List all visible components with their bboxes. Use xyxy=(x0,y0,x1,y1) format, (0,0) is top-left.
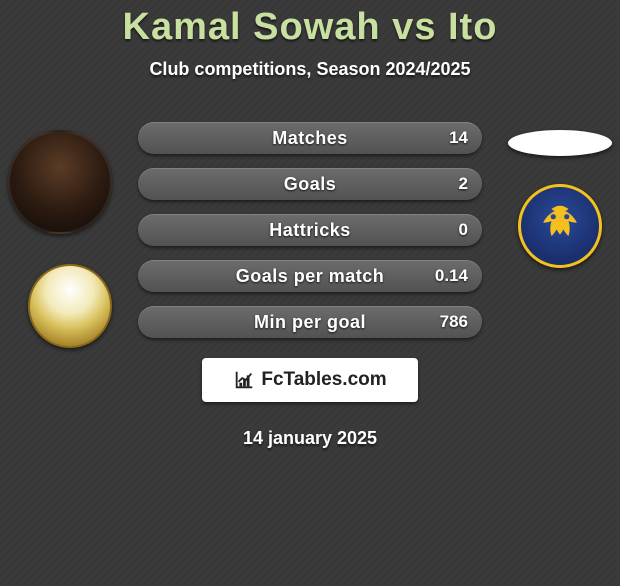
chart-icon xyxy=(233,369,255,391)
stats-container: Matches 14 Goals 2 Hattricks 0 Goals per… xyxy=(0,116,620,346)
stat-value-right: 0.14 xyxy=(435,260,468,292)
stat-value-right: 2 xyxy=(459,168,468,200)
stat-row: Matches 14 xyxy=(0,116,620,162)
stat-pill: Min per goal 786 xyxy=(138,306,482,338)
stat-label: Min per goal xyxy=(254,312,366,333)
stat-pill: Matches 14 xyxy=(138,122,482,154)
stat-value-right: 14 xyxy=(449,122,468,154)
stat-pill: Goals per match 0.14 xyxy=(138,260,482,292)
stat-label: Matches xyxy=(272,128,348,149)
brand-text: FcTables.com xyxy=(261,369,386,391)
stat-row: Goals per match 0.14 xyxy=(0,254,620,300)
stat-row: Goals 2 xyxy=(0,162,620,208)
stat-row: Min per goal 786 xyxy=(0,300,620,346)
date-label: 14 january 2025 xyxy=(0,428,620,449)
stat-label: Goals per match xyxy=(236,266,385,287)
subtitle: Club competitions, Season 2024/2025 xyxy=(0,59,620,80)
stat-pill: Goals 2 xyxy=(138,168,482,200)
stat-pill: Hattricks 0 xyxy=(138,214,482,246)
page-title: Kamal Sowah vs Ito xyxy=(0,6,620,49)
brand-badge: FcTables.com xyxy=(202,358,418,402)
stat-row: Hattricks 0 xyxy=(0,208,620,254)
stat-value-right: 786 xyxy=(440,306,468,338)
stat-label: Goals xyxy=(284,174,337,195)
stat-value-right: 0 xyxy=(459,214,468,246)
stat-label: Hattricks xyxy=(269,220,351,241)
